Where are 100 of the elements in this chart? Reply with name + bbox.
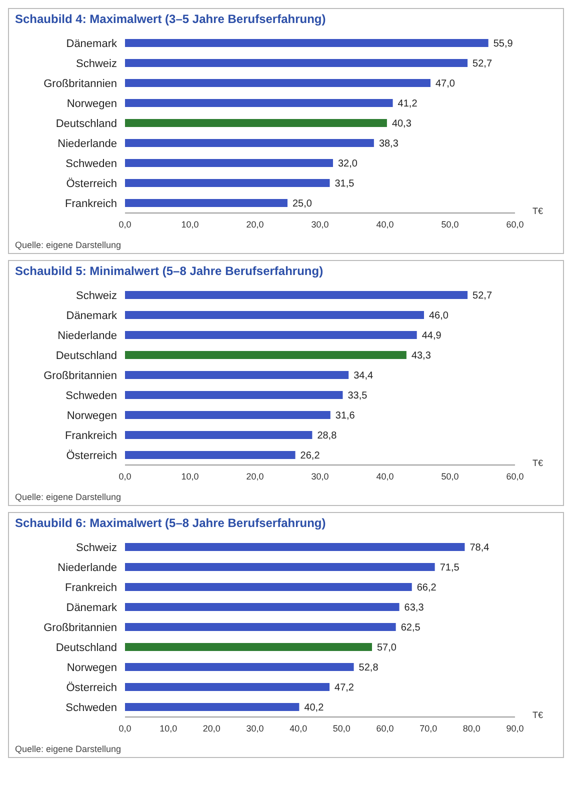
data-label: 40,3 <box>392 118 412 130</box>
source-note: Quelle: eigene Darstellung <box>15 240 122 250</box>
y-tick-label: Großbritannien <box>44 370 117 382</box>
data-label: 44,9 <box>422 330 442 342</box>
x-axis-title: T€ <box>532 458 543 468</box>
bar <box>125 543 465 551</box>
x-tick-label: 0,0 <box>118 219 132 230</box>
x-tick-label: 70,0 <box>420 723 438 734</box>
x-tick-label: 90,0 <box>506 723 524 734</box>
bar <box>125 39 488 47</box>
x-tick-label: 60,0 <box>506 219 524 230</box>
bar <box>125 563 435 571</box>
y-tick-label: Schweden <box>66 702 117 714</box>
x-tick-label: 20,0 <box>246 219 264 230</box>
data-label: 66,2 <box>416 582 437 594</box>
y-tick-label: Niederlande <box>58 562 117 574</box>
bar <box>125 663 354 671</box>
y-tick-label: Deutschland <box>56 118 117 130</box>
x-tick-label: 30,0 <box>311 219 329 230</box>
bar <box>125 331 417 339</box>
data-label: 63,3 <box>404 602 424 614</box>
bar <box>125 99 393 107</box>
data-label: 34,4 <box>354 370 374 382</box>
x-axis-title: T€ <box>532 206 543 216</box>
x-tick-label: 50,0 <box>332 723 350 734</box>
source-note: Quelle: eigene Darstellung <box>15 744 122 754</box>
data-label: 78,4 <box>470 542 490 554</box>
y-tick-label: Deutschland <box>56 350 117 362</box>
x-tick-label: 80,0 <box>462 723 480 734</box>
bar <box>125 411 330 419</box>
data-label: 47,2 <box>334 682 354 694</box>
bar <box>125 59 468 67</box>
x-tick-label: 10,0 <box>181 471 199 482</box>
y-tick-label: Niederlande <box>58 138 117 150</box>
data-label: 40,2 <box>304 702 324 714</box>
data-label: 31,5 <box>334 178 355 190</box>
bar <box>125 623 396 631</box>
y-tick-label: Schweiz <box>76 58 117 70</box>
bar <box>125 79 430 87</box>
x-tick-label: 10,0 <box>160 723 178 734</box>
y-tick-label: Großbritannien <box>44 78 117 90</box>
bar <box>125 703 300 711</box>
x-tick-label: 40,0 <box>290 723 308 734</box>
bar <box>125 179 330 187</box>
x-tick-label: 60,0 <box>506 471 524 482</box>
bar <box>125 159 333 167</box>
bar <box>125 391 343 399</box>
data-label: 31,6 <box>335 410 356 422</box>
x-tick-label: 30,0 <box>311 471 329 482</box>
y-tick-label: Großbritannien <box>44 622 117 634</box>
y-tick-label: Norwegen <box>66 410 117 422</box>
y-tick-label: Niederlande <box>58 330 117 342</box>
bar <box>125 643 372 651</box>
data-label: 55,9 <box>493 38 514 50</box>
data-label: 26,2 <box>300 450 320 462</box>
y-tick-label: Schweden <box>66 158 117 170</box>
y-tick-label: Frankreich <box>65 430 117 442</box>
data-label: 52,8 <box>358 662 379 674</box>
data-label: 38,3 <box>378 138 399 150</box>
bar <box>125 371 349 379</box>
data-label: 25,0 <box>292 198 312 210</box>
chart-title: Schaubild 6: Maximalwert (5–8 Jahre Berufserfahrung) <box>15 516 327 530</box>
x-tick-label: 0,0 <box>118 723 132 734</box>
y-tick-label: Frankreich <box>65 198 117 210</box>
data-label: 52,7 <box>472 58 492 70</box>
data-label: 43,3 <box>411 350 432 362</box>
x-tick-label: 10,0 <box>181 219 199 230</box>
y-tick-label: Österreich <box>66 448 117 462</box>
y-tick-label: Schweden <box>66 390 117 402</box>
y-tick-label: Dänemark <box>66 310 118 322</box>
data-label: 32,0 <box>338 158 358 170</box>
y-tick-label: Schweiz <box>76 290 117 302</box>
bar <box>125 683 330 691</box>
x-tick-label: 20,0 <box>246 471 264 482</box>
source-note: Quelle: eigene Darstellung <box>15 492 122 502</box>
x-tick-label: 20,0 <box>202 723 220 734</box>
data-label: 41,2 <box>398 98 418 110</box>
data-label: 33,5 <box>348 390 368 402</box>
chart-title: Schaubild 5: Minimalwert (5–8 Jahre Berufserfahrung) <box>15 264 324 278</box>
data-label: 62,5 <box>400 622 421 634</box>
x-tick-label: 40,0 <box>376 219 394 230</box>
y-tick-label: Deutschland <box>56 642 117 654</box>
y-tick-label: Norwegen <box>66 98 117 110</box>
data-label: 52,7 <box>472 290 492 302</box>
bar <box>125 451 296 459</box>
data-label: 46,0 <box>429 310 449 322</box>
bar <box>125 119 387 127</box>
x-tick-label: 0,0 <box>118 471 132 482</box>
bar <box>125 583 412 591</box>
data-label: 47,0 <box>436 78 456 90</box>
chart-title: Schaubild 4: Maximalwert (3–5 Jahre Berufserfahrung) <box>15 12 327 26</box>
x-tick-label: 40,0 <box>376 471 394 482</box>
x-tick-label: 50,0 <box>441 471 459 482</box>
bar <box>125 603 400 611</box>
y-tick-label: Dänemark <box>66 38 118 50</box>
x-tick-label: 30,0 <box>246 723 264 734</box>
y-tick-label: Dänemark <box>66 602 118 614</box>
bar <box>125 139 374 147</box>
y-tick-label: Österreich <box>66 176 117 190</box>
bar <box>125 431 312 439</box>
